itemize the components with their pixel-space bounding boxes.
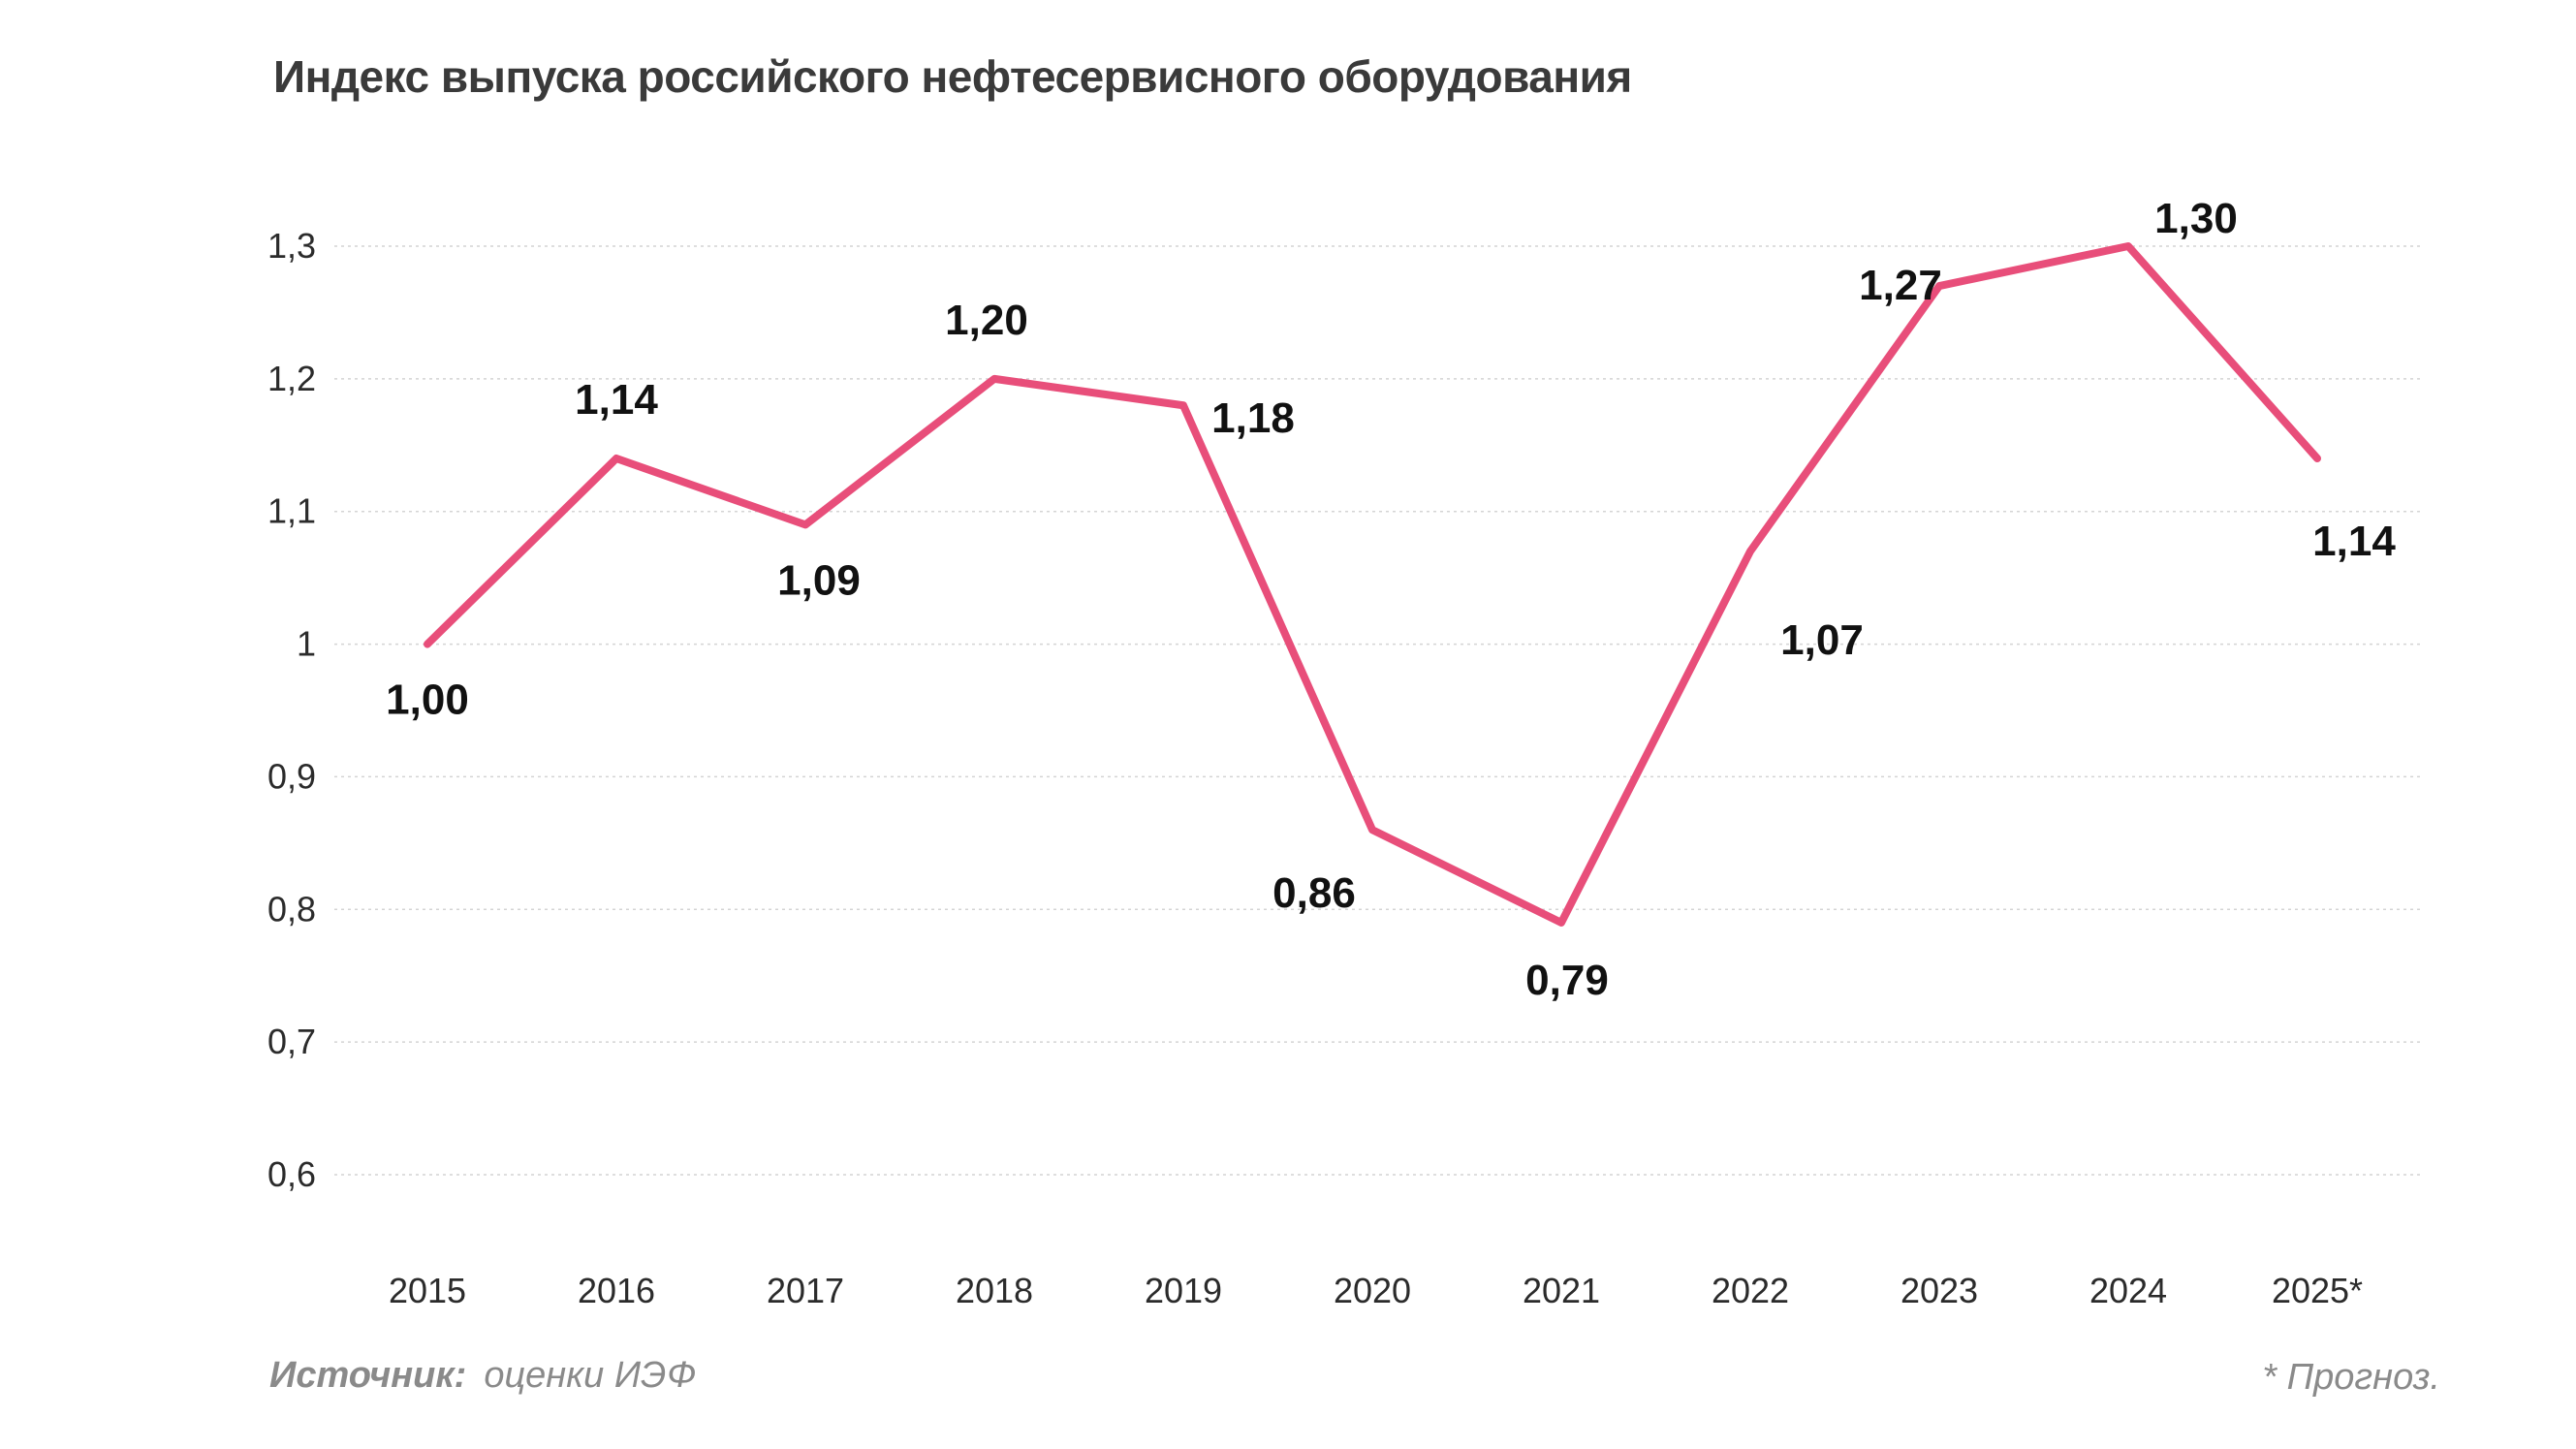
y-tick-label: 0,9 [267,756,316,796]
y-tick-label: 0,8 [267,889,316,929]
data-label: 1,20 [945,297,1028,344]
source-label: Источник: [269,1355,467,1396]
data-label: 1,07 [1780,616,1864,664]
data-label: 0,79 [1525,957,1609,1004]
data-label: 1,09 [777,556,861,604]
series-line [424,242,2321,927]
x-tick-label: 2025* [2272,1271,2363,1310]
data-label: 1,30 [2154,195,2238,242]
data-label: 1,18 [1211,394,1295,442]
x-tick-label: 2018 [956,1271,1033,1310]
x-tick-label: 2024 [2089,1271,2167,1310]
y-tick-label: 0,7 [267,1022,316,1061]
data-label: 0,86 [1272,869,1356,917]
x-tick-label: 2016 [578,1271,655,1310]
x-tick-label: 2020 [1334,1271,1411,1310]
data-labels: 1,00 1,14 1,09 1,20 1,18 0,86 0,79 1,07 1,27 1,30… [386,195,2396,1004]
x-tick-label: 2017 [767,1271,844,1310]
y-tick-label: 1,3 [267,226,316,266]
x-axis-ticks: 2015 2016 2017 2018 2019 2020 2021 2022 2023 2024… [389,1271,2363,1310]
y-axis-ticks: 0,6 0,7 0,8 0,9 1 1,1 1,2 1,3 [267,226,316,1194]
source-note: Источник: оценки ИЭФ [269,1355,696,1397]
y-tick-label: 0,6 [267,1154,316,1194]
y-tick-label: 1,2 [267,359,316,398]
data-label: 1,14 [2312,518,2396,565]
x-tick-label: 2022 [1712,1271,1789,1310]
data-label: 1,00 [386,677,469,724]
source-value: оценки ИЭФ [484,1355,697,1396]
x-tick-label: 2023 [1901,1271,1978,1310]
forecast-footnote: * Прогноз. [2262,1357,2440,1398]
x-tick-label: 2015 [389,1271,466,1310]
y-tick-label: 1,1 [267,491,316,531]
x-tick-label: 2021 [1523,1271,1600,1310]
data-label: 1,14 [575,376,658,424]
data-label: 1,27 [1859,262,1942,309]
chart-title: Индекс выпуска российского нефтесервисно… [273,51,1632,102]
x-tick-label: 2019 [1145,1271,1222,1310]
series [424,242,2321,927]
y-tick-label: 1 [297,624,316,664]
grid-lines [334,245,2423,1176]
